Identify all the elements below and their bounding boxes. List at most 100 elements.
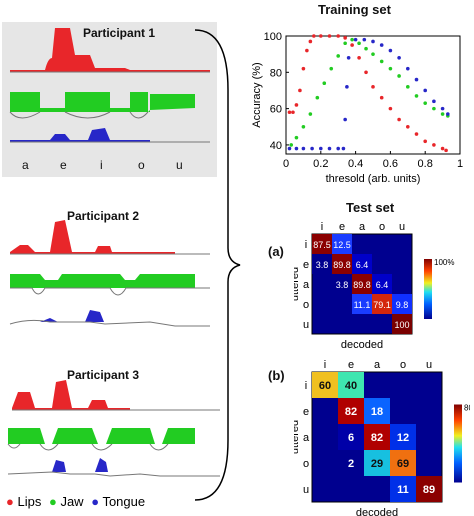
matrix-cell — [338, 372, 364, 398]
data-point — [364, 70, 368, 75]
data-point — [406, 124, 410, 129]
matrix-cell — [312, 254, 332, 274]
matrix-b-tag: (b) — [268, 368, 285, 383]
confusion-matrix-b: 60 40 82 18 6 82 12 2 29 69 11 89 i i e e a a o o u u decoded u… — [294, 359, 470, 516]
data-point — [308, 112, 313, 116]
colorbar-max-label: 80% — [464, 404, 470, 413]
matrix-col-label: a — [374, 359, 381, 371]
colorbar — [454, 404, 462, 483]
data-point — [287, 146, 292, 151]
matrix-cell — [312, 234, 332, 254]
data-point — [397, 55, 401, 60]
matrix-row-label: i — [305, 239, 307, 251]
data-point — [388, 48, 393, 53]
data-point — [414, 77, 419, 82]
matrix-cell-value: 29 — [371, 458, 383, 470]
data-point — [294, 103, 299, 107]
matrix-cell — [352, 254, 372, 274]
y-tick-label: 60 — [270, 104, 282, 116]
x-tick-label: 1 — [457, 158, 463, 170]
matrix-cell-value: 40 — [345, 380, 357, 392]
matrix-cell — [416, 476, 442, 502]
matrix-col-label: o — [400, 359, 406, 371]
participant-2-label: Participant 2 — [67, 209, 140, 223]
data-point — [341, 146, 346, 151]
p1-tongue-trace — [10, 128, 210, 143]
test-title: Test set — [346, 200, 395, 215]
data-point — [319, 34, 323, 38]
data-point — [336, 146, 340, 151]
data-point — [301, 124, 306, 129]
legend-dot-tongue: ● — [91, 494, 100, 509]
matrix-row-label: i — [305, 380, 307, 392]
p2-lips-trace — [10, 220, 210, 255]
data-point — [322, 81, 327, 85]
matrix-cell — [364, 424, 390, 450]
matrix-col-label: i — [321, 221, 323, 233]
data-point — [379, 59, 384, 64]
confusion-matrix-a: 87.5 12.5 3.8 89.8 6.4 3.8 89.8 6.4 11.1 79.1 9.8 1… — [294, 221, 454, 351]
data-point — [291, 110, 295, 115]
data-point — [343, 41, 347, 46]
data-point — [432, 99, 436, 104]
data-point — [319, 146, 323, 151]
data-point — [444, 148, 448, 153]
data-point — [350, 37, 354, 42]
legend-dot-lips: ● — [6, 494, 14, 509]
matrix-row-label: u — [303, 484, 309, 496]
data-point — [343, 36, 347, 40]
p3-tongue-trace — [7, 458, 220, 477]
data-point — [446, 112, 450, 116]
data-point — [310, 146, 314, 151]
matrix-cell — [390, 424, 416, 450]
matrix-row-label: o — [303, 458, 309, 470]
training-chart: 0 0.2 0.4 0.6 0.8 1 40 60 80 100 thresold (arb. un… — [251, 31, 463, 185]
data-point — [371, 52, 375, 56]
matrix-cell — [364, 398, 390, 424]
data-point — [397, 117, 401, 122]
data-point — [440, 106, 445, 111]
matrix-row-label: o — [303, 299, 309, 311]
data-point — [432, 143, 436, 147]
matrix-col-label: e — [348, 359, 354, 371]
data-point — [336, 34, 340, 38]
y-tick-label: 80 — [270, 67, 282, 79]
matrix-cell-value: 89 — [423, 484, 435, 496]
data-point — [379, 43, 384, 47]
training-title: Training set — [318, 2, 391, 17]
data-point — [357, 55, 361, 60]
legend-dot-jaw: ● — [48, 494, 57, 509]
data-point — [294, 146, 299, 151]
matrix-ylabel: uttered — [294, 420, 301, 454]
data-point — [423, 88, 427, 93]
matrix-cell — [338, 398, 364, 424]
matrix-cell-value: 11.1 — [354, 300, 371, 310]
x-tick-label: 0 — [283, 158, 289, 170]
y-tick-label: 40 — [270, 140, 282, 152]
data-point — [423, 101, 427, 105]
p2-jaw-trace — [10, 274, 210, 296]
data-point — [327, 146, 332, 151]
legend: ● Lips ● Jaw ● Tongue — [6, 494, 145, 509]
data-point — [350, 43, 354, 47]
data-point — [343, 117, 347, 122]
matrix-cell-value: 6.4 — [356, 260, 369, 270]
matrix-cell-value: 3.8 — [316, 260, 329, 270]
data-point — [388, 106, 393, 111]
x-axis-label: thresold (arb. units) — [326, 173, 421, 185]
data-point — [294, 135, 299, 140]
matrix-col-label: i — [324, 359, 326, 371]
data-point — [305, 48, 309, 53]
data-point — [423, 139, 427, 144]
matrix-cell-value: 6 — [348, 432, 354, 444]
matrix-cell-value: 12 — [397, 432, 409, 444]
legend-lips: Lips — [17, 494, 42, 509]
vowel-a: a — [22, 158, 29, 172]
x-tick-label: 0.2 — [313, 158, 328, 170]
matrix-cell-value: 18 — [371, 406, 383, 418]
data-point — [432, 106, 436, 111]
matrix-cell-value: 11 — [397, 484, 409, 496]
data-point — [440, 146, 445, 151]
matrix-cell-value: 6.4 — [376, 280, 389, 290]
matrix-cell — [364, 450, 390, 476]
